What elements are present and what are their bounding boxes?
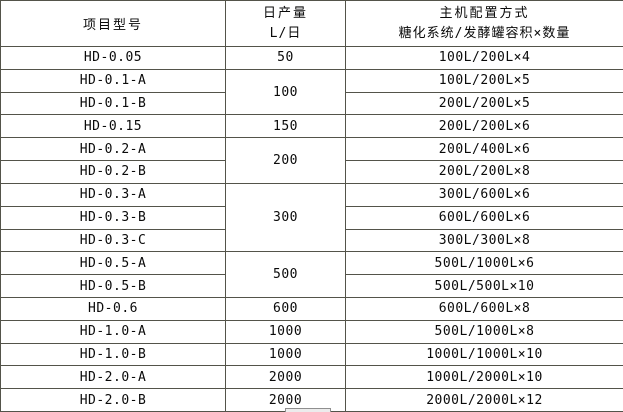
- cell-model: HD-0.1-B: [0, 91, 226, 116]
- table-row: HD-0.3-A 300 300L/600L×6: [0, 182, 623, 253]
- cell-config: 100L/200L×5: [345, 68, 623, 93]
- cell-model: HD-0.1-A: [0, 68, 226, 93]
- cell-model: HD-0.2-B: [0, 160, 226, 184]
- cell-model: HD-0.5-B: [0, 274, 226, 298]
- cell-config: 1000L/2000L×10: [345, 365, 623, 390]
- header-config: 主机配置方式 糖化系统/发酵罐容积×数量: [345, 0, 623, 47]
- cell-model: HD-0.05: [0, 46, 226, 70]
- table-row: HD-0.5-B 500L/500L×10: [0, 274, 623, 298]
- cell-config: 100L/200L×4: [345, 46, 623, 70]
- cell-model: HD-0.6: [0, 296, 226, 321]
- table-row: HD-0.6 600 600L/600L×8: [0, 296, 623, 321]
- header-config-subtitle: 糖化系统/发酵罐容积×数量: [398, 25, 571, 41]
- cell-config: 300L/600L×6: [345, 182, 623, 207]
- header-model: 项目型号: [0, 0, 226, 47]
- cell-config: 2000L/2000L×12: [345, 388, 623, 412]
- table-row: HD-0.15 150 200L/200L×6: [0, 114, 623, 139]
- header-daily-output-title: 日产量: [262, 5, 308, 21]
- cell-model: HD-0.2-A: [0, 137, 226, 162]
- cell-output: 150: [225, 114, 346, 139]
- cell-model: HD-0.5-A: [0, 251, 226, 276]
- cell-model: HD-1.0-A: [0, 319, 226, 344]
- cell-config: 500L/500L×10: [345, 274, 623, 298]
- table-row: HD-0.3-C 300L/300L×8: [0, 228, 623, 253]
- cell-model: HD-1.0-B: [0, 342, 226, 367]
- table-row: HD-0.2-B 200L/200L×8: [0, 160, 623, 184]
- table-row: HD-0.1-A 100 100L/200L×5: [0, 68, 623, 116]
- cell-output: 1000: [225, 319, 346, 344]
- table-row: HD-1.0-B 1000 1000L/1000L×10: [0, 342, 623, 367]
- header-config-title: 主机配置方式: [439, 5, 530, 21]
- header-row: 项目型号 日产量 L/日 主机配置方式 糖化系统/发酵罐容积×数量: [0, 0, 623, 47]
- cell-config: 600L/600L×6: [345, 205, 623, 230]
- cell-model: HD-0.15: [0, 114, 226, 139]
- cell-config: 1000L/1000L×10: [345, 342, 623, 367]
- partial-resize-handle: [285, 408, 331, 412]
- table-row: HD-2.0-B 2000 2000L/2000L×12: [0, 388, 623, 412]
- cell-config: 500L/1000L×8: [345, 319, 623, 344]
- cell-config: 200L/200L×8: [345, 160, 623, 184]
- cell-output: 200: [225, 137, 346, 184]
- table-row: HD-0.05 50 100L/200L×4: [0, 46, 623, 70]
- cell-model: HD-0.3-B: [0, 205, 226, 230]
- cell-config: 300L/300L×8: [345, 228, 623, 253]
- table-row: HD-0.2-A 200 200L/400L×6: [0, 137, 623, 184]
- cell-config: 200L/200L×6: [345, 114, 623, 139]
- cell-model: HD-0.3-A: [0, 182, 226, 207]
- header-daily-output-unit: L/日: [269, 25, 302, 41]
- table-row: HD-0.3-B 600L/600L×6: [0, 205, 623, 230]
- cell-config: 500L/1000L×6: [345, 251, 623, 276]
- cell-output: 300: [225, 182, 346, 253]
- cell-output: 100: [225, 68, 346, 116]
- cell-config: 200L/200L×5: [345, 91, 623, 116]
- cell-output: 50: [225, 46, 346, 70]
- cell-output: 500: [225, 251, 346, 298]
- cell-model: HD-0.3-C: [0, 228, 226, 253]
- table-row: HD-1.0-A 1000 500L/1000L×8: [0, 319, 623, 344]
- cell-output: 600: [225, 296, 346, 321]
- cell-config: 600L/600L×8: [345, 296, 623, 321]
- cell-output: 2000: [225, 365, 346, 390]
- table-row: HD-0.5-A 500 500L/1000L×6: [0, 251, 623, 298]
- table-row: HD-2.0-A 2000 1000L/2000L×10: [0, 365, 623, 390]
- cell-model: HD-2.0-A: [0, 365, 226, 390]
- cell-output: 1000: [225, 342, 346, 367]
- header-daily-output: 日产量 L/日: [225, 0, 346, 47]
- cell-model: HD-2.0-B: [0, 388, 226, 412]
- cell-config: 200L/400L×6: [345, 137, 623, 162]
